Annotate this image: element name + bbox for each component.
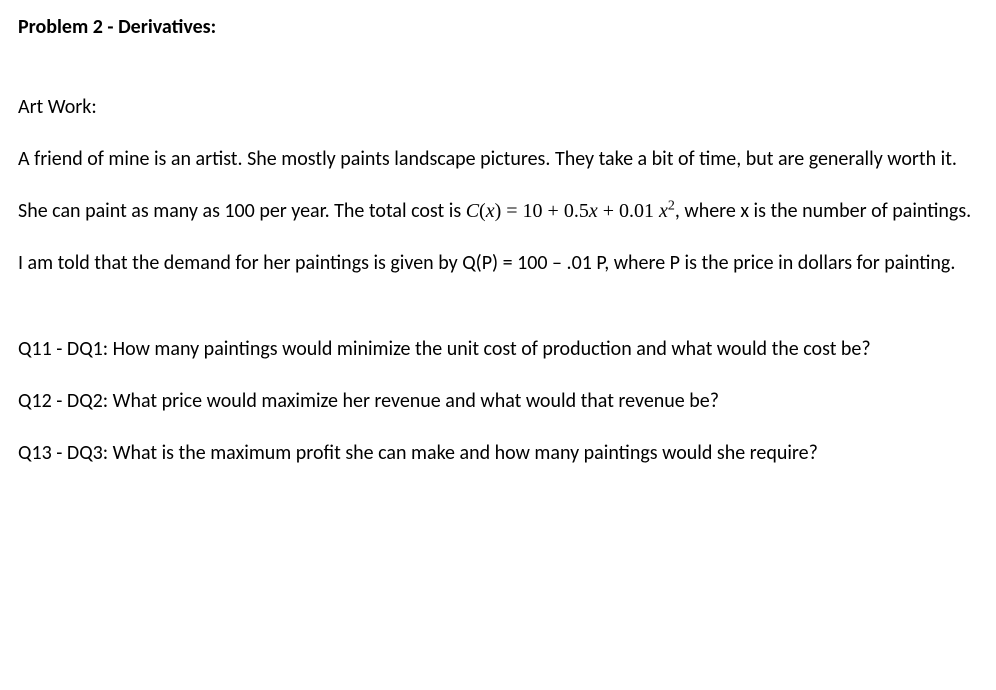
problem-title: Problem 2 - Derivatives: [18, 12, 978, 42]
cost-pre-text: She can paint as many as 100 per year. T… [18, 199, 466, 223]
intro-paragraph: A friend of mine is an artist. She mostl… [18, 144, 978, 174]
cost-var-x: x [486, 200, 495, 222]
demand-paragraph: I am told that the demand for her painti… [18, 248, 978, 278]
cost-rhs-x2: x [659, 200, 668, 222]
section-subtitle: Art Work: [18, 92, 978, 122]
cost-eq-sign: = [501, 200, 522, 222]
cost-fn-name: C [466, 200, 479, 222]
cost-rhs-const: 10 + 0.5 [523, 200, 589, 222]
cost-paren-open: ( [479, 200, 486, 222]
question-12: Q12 - DQ2: What price would maximize her… [18, 386, 978, 416]
cost-rhs-plus: + 0.01 [598, 200, 659, 222]
question-13: Q13 - DQ3: What is the maximum profit sh… [18, 438, 978, 468]
cost-paragraph: She can paint as many as 100 per year. T… [18, 196, 978, 226]
cost-rhs-x1: x [589, 200, 598, 222]
cost-post-text: , where x is the number of paintings. [675, 199, 971, 223]
question-11: Q11 - DQ1: How many paintings would mini… [18, 334, 978, 364]
cost-rhs-exponent: 2 [668, 198, 675, 213]
